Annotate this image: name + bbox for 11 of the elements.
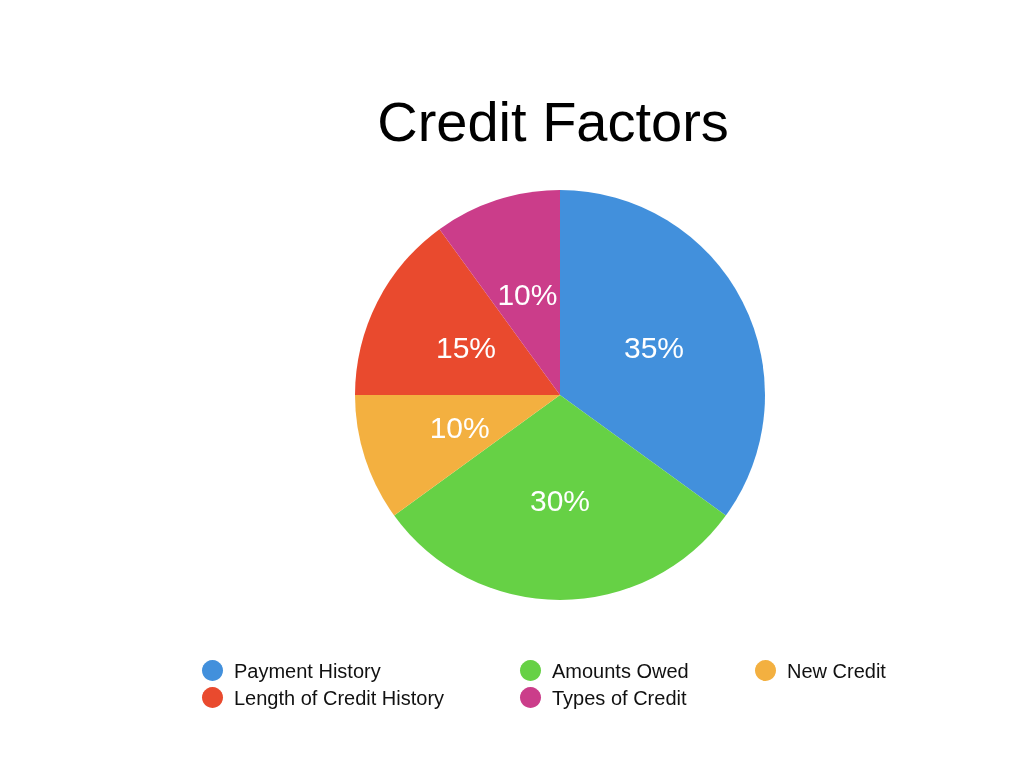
- data-label: 15%: [435, 330, 497, 364]
- legend-label: New Credit: [787, 659, 887, 682]
- legend-label: Length of Credit History: [234, 686, 445, 709]
- legend-label: Amounts Owed: [552, 659, 689, 682]
- chart-title: Credit Factors: [377, 89, 729, 153]
- data-label: 30%: [529, 484, 591, 517]
- data-label: 35%: [623, 330, 685, 364]
- legend-label: Payment History: [234, 659, 381, 682]
- data-label: 10%: [497, 278, 558, 312]
- legend-label: Types of Credit: [552, 686, 687, 709]
- data-label: 10%: [429, 411, 490, 445]
